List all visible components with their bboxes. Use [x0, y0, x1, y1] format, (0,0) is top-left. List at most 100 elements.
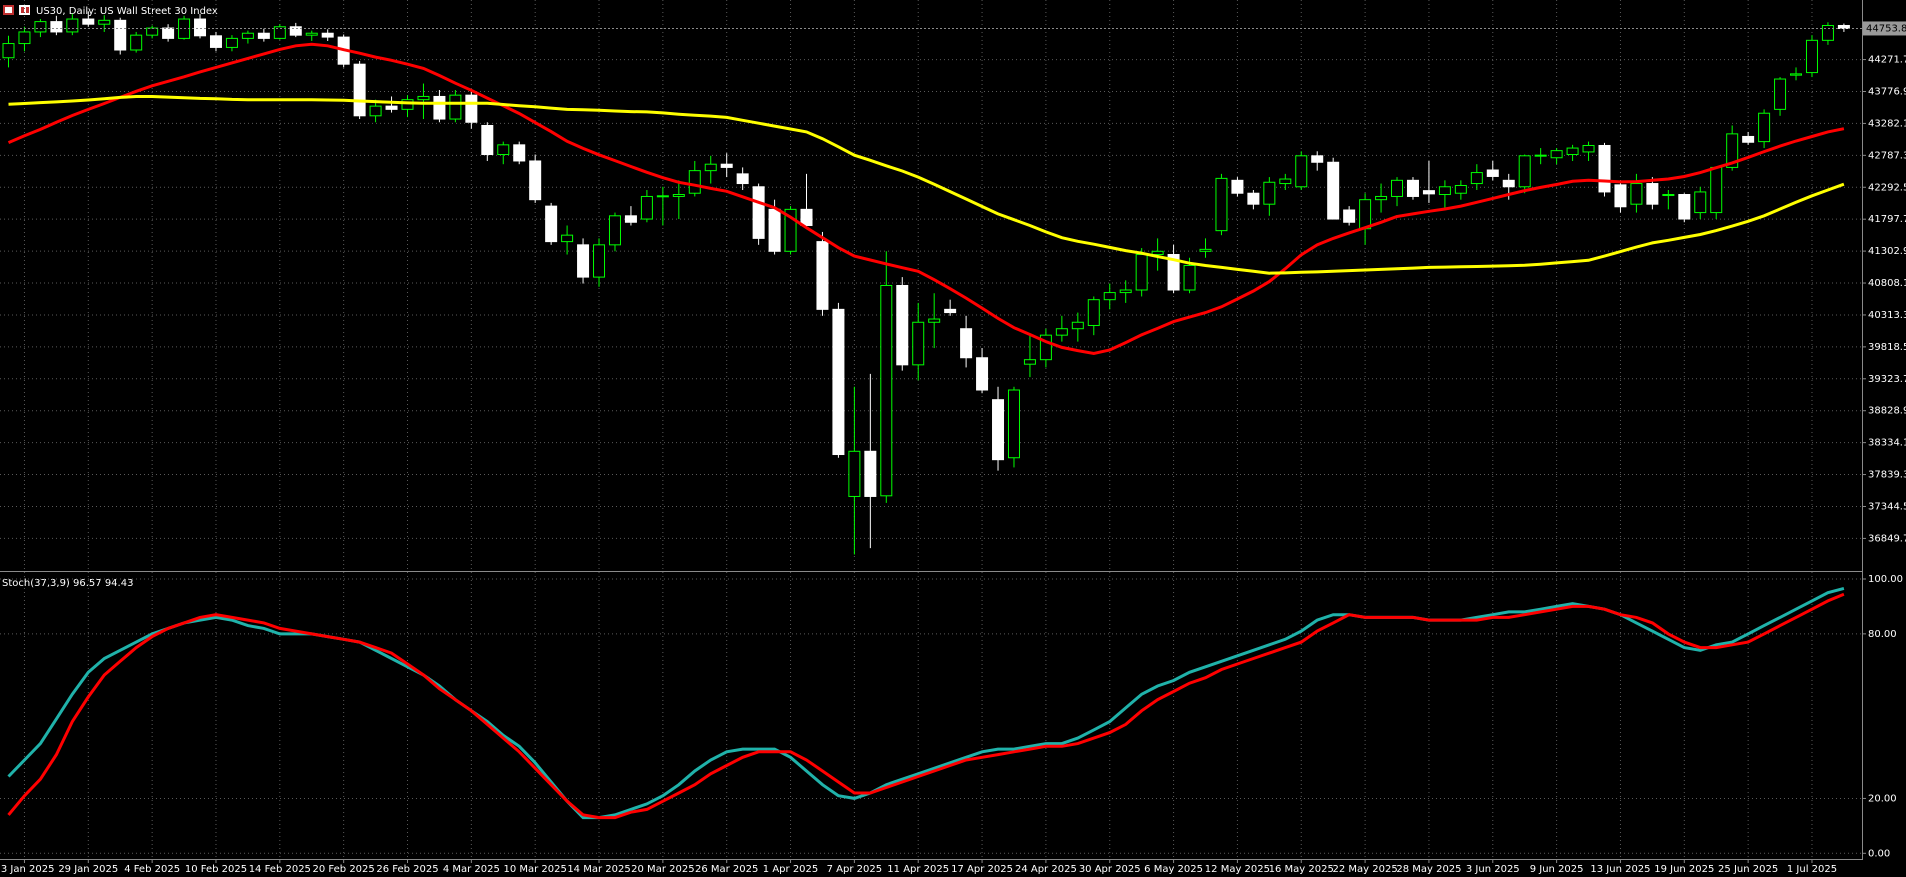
x-tick-label: 16 May 2025: [1269, 864, 1334, 875]
candle-body: [1087, 299, 1100, 326]
y-tick-label: 38828.9: [1868, 406, 1906, 417]
candle-body: [976, 357, 989, 391]
x-tick-label: 1 Apr 2025: [763, 864, 818, 875]
x-tick-label: 22 May 2025: [1332, 864, 1397, 875]
candle-body: [1454, 184, 1467, 194]
candle-body: [50, 21, 63, 33]
candle-body: [1119, 289, 1132, 294]
candle-body: [960, 328, 973, 359]
candle-body: [1742, 135, 1755, 143]
x-tick-label: 10 Mar 2025: [503, 864, 566, 875]
candle-body: [369, 105, 382, 117]
y-tick-label: 80.00: [1868, 629, 1897, 640]
candle-body: [1311, 155, 1324, 163]
y-tick-label: 42292.5: [1868, 182, 1906, 193]
candle-body: [146, 27, 159, 36]
candle-body: [1199, 248, 1212, 252]
x-tick-label: 24 Apr 2025: [1015, 864, 1077, 875]
x-tick-label: 7 Apr 2025: [827, 864, 882, 875]
x-tick-label: 28 May 2025: [1396, 864, 1461, 875]
indicator-title: Stoch(37,3,9) 96.57 94.43: [2, 578, 133, 589]
chart-title: US30, Daily: US Wall Street 30 Index: [36, 6, 218, 17]
candle-body: [624, 215, 637, 223]
candle-body: [1662, 194, 1675, 197]
candle-body: [1039, 334, 1052, 361]
candle-body: [1758, 112, 1771, 143]
candle-body: [417, 95, 430, 101]
candle-body: [704, 163, 717, 172]
candle-body: [944, 308, 957, 314]
x-tick-label: 11 Apr 2025: [887, 864, 949, 875]
candle-body: [1518, 155, 1531, 188]
y-tick-label: 43282.1: [1868, 118, 1906, 129]
y-tick-label: 0.00: [1868, 848, 1890, 859]
x-tick-label: 13 Jun 2025: [1590, 864, 1650, 875]
candle-body: [1550, 150, 1563, 159]
candle-body: [2, 43, 15, 59]
candle-body: [1694, 191, 1707, 214]
candle-body: [114, 19, 127, 51]
candle-body: [257, 32, 270, 39]
candle-body: [1678, 194, 1691, 220]
candle-body: [98, 19, 111, 25]
candle-body: [401, 99, 414, 110]
x-tick-label: 20 Feb 2025: [313, 864, 375, 875]
indicator-line: [7, 592, 1845, 820]
candle-body: [289, 26, 302, 36]
candle-body: [1007, 389, 1020, 459]
candle-body: [720, 163, 733, 168]
candle-body: [241, 32, 254, 39]
icon: [5, 7, 12, 13]
x-tick-label: 30 Apr 2025: [1079, 864, 1141, 875]
candle-body: [1183, 264, 1196, 291]
y-tick-label: 39818.5: [1868, 342, 1906, 353]
moving-average: [7, 42, 1845, 356]
x-tick-label: 10 Feb 2025: [185, 864, 247, 875]
y-tick-label: 41797.7: [1868, 214, 1906, 225]
candle-body: [162, 27, 175, 39]
candle-body: [1438, 186, 1451, 196]
x-tick-label: 23 Jan 2025: [0, 864, 54, 875]
y-tick-label: 44271.7: [1868, 55, 1906, 66]
candle-body: [513, 144, 526, 162]
candle-body: [864, 450, 877, 497]
candle-body: [1805, 39, 1818, 74]
candle-body: [194, 18, 207, 37]
candle-body: [1790, 73, 1803, 76]
candle-body: [1135, 254, 1148, 291]
candle-body: [433, 95, 446, 120]
candle-body: [1774, 78, 1787, 110]
candle-body: [321, 32, 334, 38]
candle-body: [1055, 328, 1068, 336]
x-tick-label: 20 Mar 2025: [631, 864, 694, 875]
candle-body: [752, 186, 765, 239]
candle-body: [1582, 144, 1595, 153]
candle-body: [1247, 192, 1260, 205]
candle-body: [1231, 179, 1244, 194]
candle-body: [1614, 184, 1627, 208]
candle-body: [465, 94, 478, 123]
candle-body: [1630, 183, 1643, 205]
x-tick-label: 4 Feb 2025: [124, 864, 180, 875]
candle-body: [497, 144, 510, 156]
x-tick-label: 3 Jun 2025: [1466, 864, 1520, 875]
candle-body: [1486, 169, 1499, 177]
candle-body: [1167, 254, 1180, 291]
candle-body: [912, 321, 925, 366]
candle-body: [784, 208, 797, 252]
candle-body: [816, 241, 829, 310]
candle-body: [577, 244, 590, 278]
icon: [21, 7, 24, 13]
icon: [26, 7, 29, 13]
candle-body: [449, 94, 462, 120]
candle-body: [1263, 181, 1276, 205]
x-tick-label: 25 Jun 2025: [1718, 864, 1778, 875]
last-price-label: 44753.8: [1866, 23, 1906, 34]
candle-body: [1726, 133, 1739, 168]
x-tick-label: 14 Feb 2025: [249, 864, 311, 875]
candle-body: [688, 170, 701, 194]
candle-body: [672, 194, 685, 197]
candle-body: [385, 105, 398, 110]
candle-body: [353, 63, 366, 117]
